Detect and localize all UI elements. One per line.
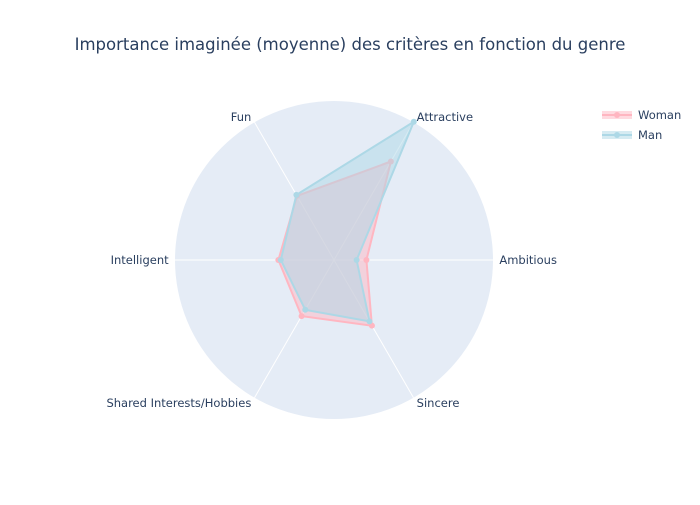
axis-labels: Ambitious Attractive Fun Intelligent Shared … <box>106 110 557 410</box>
legend-label-man: Man <box>638 128 662 142</box>
legend-marker-woman <box>614 112 620 118</box>
legend: Woman Man <box>602 108 681 142</box>
chart-title: Importance imaginée (moyenne) des critèr… <box>75 35 626 54</box>
series-layer <box>275 118 417 329</box>
axis-label: Attractive <box>417 110 473 124</box>
data-point-man <box>366 318 373 325</box>
axis-label: Shared Interests/Hobbies <box>106 396 251 410</box>
legend-label-woman: Woman <box>638 108 681 122</box>
data-point-woman <box>298 313 305 320</box>
data-point-man <box>410 118 417 125</box>
data-point-man <box>353 257 360 263</box>
data-point-man <box>277 257 284 263</box>
legend-marker-man <box>614 132 620 138</box>
axis-label: Fun <box>231 110 252 124</box>
axis-label: Ambitious <box>499 253 557 267</box>
axis-label: Intelligent <box>111 253 170 267</box>
data-point-woman <box>363 257 370 263</box>
data-point-man <box>302 306 309 313</box>
axis-label: Sincere <box>417 396 460 410</box>
data-point-man <box>293 191 300 198</box>
